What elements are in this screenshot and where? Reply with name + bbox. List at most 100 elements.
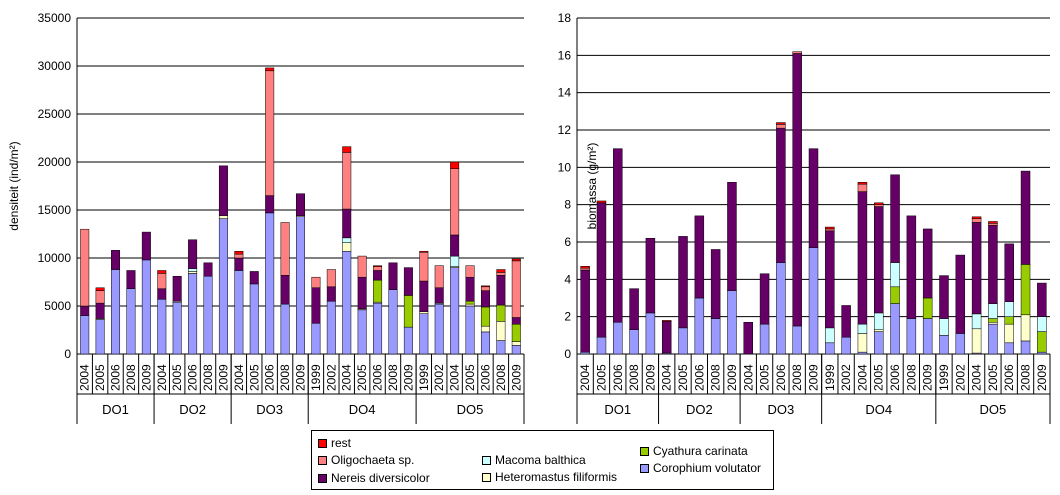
x-tick-label: 2009: [139, 364, 153, 391]
figure: 0 5000 10000 15000 20000 25000 30000 35000 densi…: [7, 11, 1051, 424]
x-tick-label: 2004: [660, 364, 674, 391]
bar-segment: [613, 148, 623, 323]
bar-segment: [906, 215, 917, 319]
bar-segment: [759, 323, 770, 355]
legend-label: Heteromastus filiformis: [495, 470, 618, 484]
y-tick-label: 15000: [38, 203, 72, 217]
bar-segment: [95, 302, 105, 319]
x-tick-label: 2008: [494, 364, 508, 391]
x-tick-label: 2008: [278, 364, 292, 391]
x-tick-label: 2002: [953, 364, 967, 391]
bar-segment: [450, 234, 460, 257]
bar-segment: [1020, 264, 1031, 316]
bar-segment: [157, 273, 167, 289]
bar-segment: [776, 127, 786, 263]
bar-segment: [465, 300, 475, 305]
bar-segment: [988, 322, 998, 325]
bar-segment: [342, 208, 352, 239]
chart-legend: rest Oligochaeta sp. Nereis diversicolor…: [311, 430, 774, 490]
x-tick-label: 2008: [386, 364, 400, 391]
x-tick-label: 2006: [611, 364, 625, 391]
bar-segment: [1004, 316, 1014, 325]
y-tick-label: 20000: [38, 155, 72, 169]
bar-segment: [218, 218, 228, 355]
bar-segment: [971, 313, 982, 330]
x-tick-label: 2004: [78, 364, 92, 391]
bar-segment: [857, 191, 868, 325]
bar-segment: [776, 124, 786, 129]
bar-segment: [580, 351, 590, 355]
bar-segment: [825, 226, 835, 230]
bar-segment: [906, 318, 917, 355]
bar-segment: [357, 255, 367, 278]
bar-segment: [580, 266, 590, 269]
x-tick-label: 2006: [109, 364, 123, 391]
bar-segment: [939, 275, 949, 319]
bar-segment: [234, 251, 244, 255]
group-label: DO2: [686, 402, 713, 417]
bar-segment: [419, 313, 429, 355]
bar-segment: [955, 333, 966, 355]
bar-segment: [465, 276, 475, 302]
x-tick-label: 2005: [463, 364, 477, 391]
bar-segment: [580, 269, 590, 353]
bar-segment: [1004, 323, 1014, 344]
bar-segment: [157, 270, 167, 274]
legend-item-macoma: Macoma balthica: [482, 453, 586, 467]
bar-segment: [759, 273, 770, 325]
x-tick-label: 2009: [921, 364, 935, 391]
bar-segment: [357, 309, 367, 355]
bar-segment: [661, 320, 672, 322]
group-label: DO4: [865, 402, 892, 417]
bar-segment: [342, 152, 352, 210]
bar-segment: [188, 239, 198, 269]
bar-segment: [727, 182, 737, 291]
bar-segment: [511, 323, 521, 342]
bar-segment: [480, 286, 490, 291]
bar-segment: [874, 312, 884, 330]
x-tick-label: 2006: [888, 364, 902, 391]
bar-segment: [511, 317, 521, 325]
bar-segment: [141, 259, 151, 355]
bar-segment: [988, 318, 998, 323]
bar-segment: [480, 290, 490, 308]
bar-segment: [450, 267, 460, 355]
bar-segment: [1004, 301, 1014, 317]
bar-segment: [922, 228, 933, 299]
y-axis-label: densiteit (ind/m²): [7, 141, 21, 230]
bar-segment: [342, 251, 352, 355]
bar-segment: [710, 249, 721, 319]
bar-segment: [311, 323, 321, 355]
bar-segment: [249, 283, 259, 355]
x-tick-label: 2005: [355, 364, 369, 391]
bar-segment: [857, 183, 868, 192]
bar-segment: [419, 251, 429, 282]
bar-segment: [326, 300, 336, 355]
x-tick-label: 2008: [904, 364, 918, 391]
bar-segment: [971, 216, 982, 219]
bar-segment: [373, 265, 383, 267]
y-tick-label: 2: [564, 310, 571, 324]
bar-segment: [373, 302, 383, 355]
y-tick-label: 14: [558, 86, 572, 100]
bar-segment: [776, 122, 786, 125]
bar-segment: [218, 165, 228, 217]
legend-label: Cyathura carinata: [653, 444, 748, 458]
legend-swatch: [640, 446, 649, 456]
bar-segment: [857, 323, 868, 334]
bar-segment: [1037, 282, 1047, 317]
bar-segment: [80, 315, 90, 355]
bar-segment: [80, 305, 90, 316]
bar-segment: [373, 279, 383, 303]
bar-segment: [596, 202, 607, 338]
bar-segment: [971, 328, 982, 354]
bar-segment: [841, 336, 851, 355]
x-tick-label: 2005: [170, 364, 184, 391]
x-tick-label: 2002: [432, 364, 446, 391]
bar-segment: [890, 262, 900, 288]
x-tick-label: 2009: [216, 364, 230, 391]
legend-swatch: [640, 463, 649, 473]
bar-segment: [496, 272, 506, 276]
bar-segment: [890, 174, 900, 263]
legend-swatch: [482, 472, 491, 482]
